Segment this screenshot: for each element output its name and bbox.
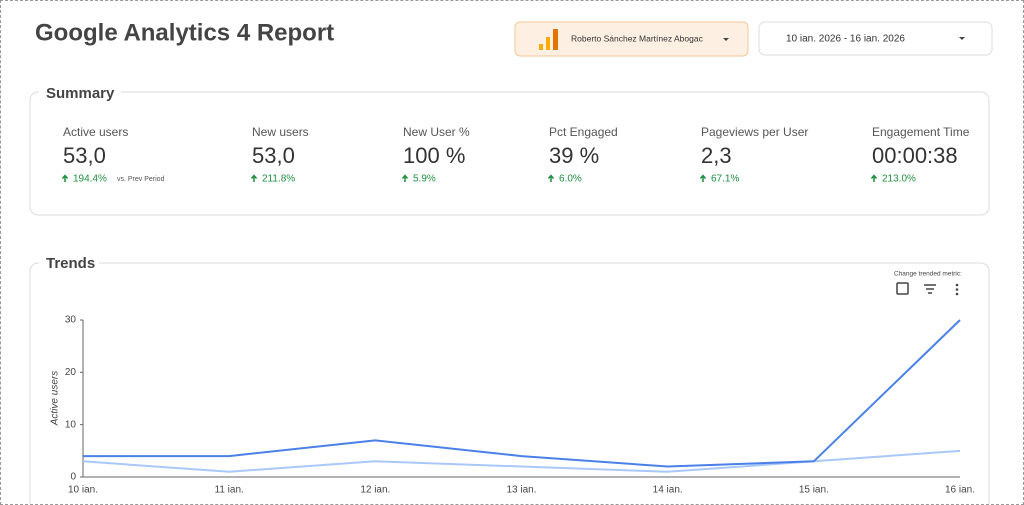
metric-label: Pct Engaged	[549, 125, 618, 139]
metric-value: 2,3	[701, 143, 732, 168]
ga-icon	[546, 37, 550, 50]
metric-label: Pageviews per User	[701, 125, 808, 139]
x-tick-label: 11 ian.	[215, 485, 244, 496]
metric-change: 211.8%	[262, 174, 295, 185]
y-tick-label: 20	[65, 367, 77, 378]
chart-controls[interactable]	[896, 282, 936, 295]
metric-change: 6.0%	[559, 174, 582, 185]
account-name: Roberto Sánchez Martínez Abogac	[571, 33, 704, 43]
ga-icon	[553, 29, 558, 50]
report-title: Google Analytics 4 Report	[35, 19, 334, 46]
metric-value: 53,0	[252, 143, 295, 168]
ga-icon	[539, 44, 543, 50]
date-selector[interactable]	[758, 21, 993, 56]
metric-label: New User %	[403, 125, 470, 139]
metric-value: 00:00:38	[872, 143, 958, 168]
x-tick-label: 16 ian.	[945, 485, 975, 496]
x-tick-label: 13 ian.	[506, 485, 536, 496]
metric-value: 100 %	[403, 143, 465, 168]
control-label: Change trended metric:	[894, 271, 962, 278]
x-tick-label: 12 ian.	[360, 485, 390, 496]
metric-value: 53,0	[63, 143, 106, 168]
series-line	[82, 449, 961, 473]
metric-change: 194.4%	[73, 174, 107, 185]
metric-value: 39 %	[549, 143, 599, 168]
up-arrow	[547, 174, 555, 182]
up-arrow	[61, 174, 69, 182]
x-tick-label: 15 ian.	[799, 485, 829, 496]
y-tick-label: 0	[70, 472, 76, 483]
metric-label: Active users	[63, 125, 128, 139]
more-menu[interactable]	[955, 283, 959, 296]
metrics: Active users 53,0 194.4% New users 53,0 211.8…	[61, 125, 970, 185]
summary-title: Summary	[46, 85, 115, 102]
up-arrow	[870, 174, 878, 182]
panel-title-bg	[39, 256, 99, 272]
summary-panel	[29, 91, 990, 216]
metric-change: 213.0%	[882, 174, 916, 185]
up-arrow	[699, 174, 707, 182]
chart: 0 10 20 30 10 ian. 11 ian. 12 ian. 13 ian. 14 ia…	[65, 315, 975, 496]
y-tick-label: 30	[65, 315, 77, 326]
caret	[959, 37, 965, 40]
x-tick-label: 10 ian.	[68, 485, 98, 496]
account-selector[interactable]	[514, 21, 749, 57]
up-arrow	[250, 174, 258, 182]
metric-label: Engagement Time	[872, 125, 970, 139]
date-range: 10 ian. 2026 - 16 ian. 2026	[786, 34, 905, 45]
up-arrow	[401, 174, 409, 182]
y-axis-title: Active users	[50, 371, 61, 426]
comparison-label: vs. Prev Period	[117, 176, 165, 183]
trends-title: Trends	[46, 255, 95, 272]
trends-panel	[29, 262, 990, 504]
metric-label: New users	[252, 125, 309, 139]
metric-change: 5.9%	[413, 174, 436, 185]
panel-title-bg	[39, 85, 121, 101]
metric-change: 67.1%	[711, 174, 739, 185]
x-tick-label: 14 ian.	[653, 485, 683, 496]
series-line	[83, 319, 961, 468]
caret	[723, 38, 729, 41]
y-tick-label: 10	[65, 419, 77, 430]
